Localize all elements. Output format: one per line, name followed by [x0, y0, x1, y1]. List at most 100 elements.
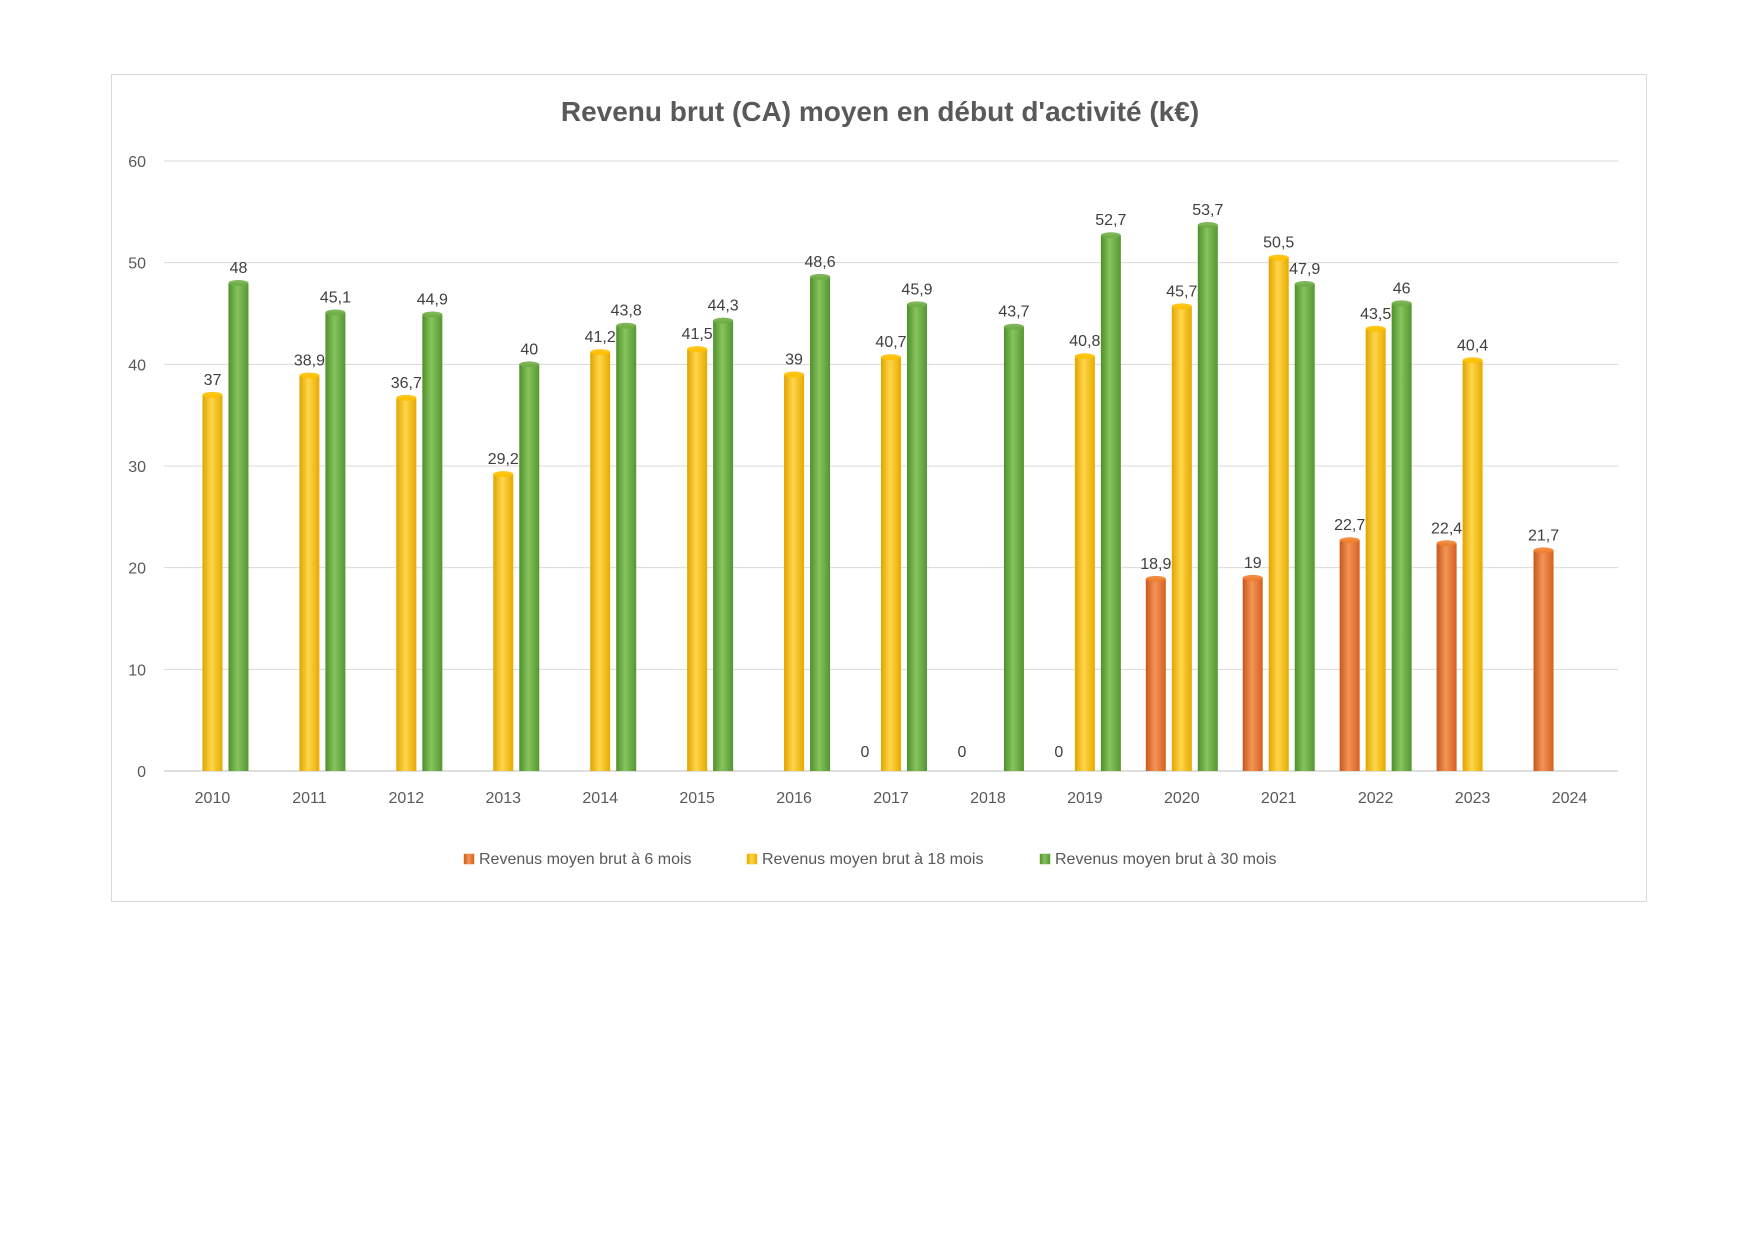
x-tick-label: 2017: [873, 790, 909, 807]
x-tick-label: 2020: [1164, 790, 1200, 807]
chart-container: Revenu brut (CA) moyen en début d'activi…: [111, 74, 1647, 902]
bar: [299, 375, 320, 771]
bar: [1197, 225, 1218, 772]
legend-swatch: [746, 853, 758, 865]
data-labels: 37 48 38,9 45,1 36,7 44,9 29,2 40 41,2 43,8 41,5 44…: [204, 202, 1560, 761]
chart-title: Revenu brut (CA) moyen en début d'activi…: [561, 96, 1199, 127]
bar-cap: [1294, 281, 1315, 288]
y-tick-label: 30: [128, 459, 146, 476]
bar: [325, 312, 346, 771]
bar-cap: [1197, 222, 1218, 229]
bar-cap: [1145, 575, 1166, 582]
bar-cap: [228, 280, 249, 286]
bar-cap: [687, 346, 708, 353]
bar-cap: [1365, 325, 1386, 332]
data-label: 45,7: [1166, 283, 1197, 300]
bar: [616, 325, 637, 771]
data-label: 45,9: [901, 281, 932, 298]
data-label: 44,9: [417, 292, 448, 309]
data-label: 47,9: [1289, 261, 1320, 278]
data-label: 40,8: [1069, 333, 1100, 350]
bar: [493, 474, 514, 771]
bar: [396, 397, 417, 771]
legend-label: Revenus moyen brut à 30 mois: [1055, 851, 1276, 868]
bar: [1339, 540, 1360, 771]
data-label: 48: [230, 260, 248, 277]
data-label: 41,2: [585, 329, 616, 346]
x-tick-label: 2022: [1358, 790, 1394, 807]
data-label: 18,9: [1140, 556, 1171, 573]
bar-cap: [202, 391, 223, 398]
data-label: 40,4: [1457, 337, 1488, 354]
bar-cap: [519, 361, 540, 368]
data-label: 43,5: [1360, 306, 1391, 323]
bar-cap: [1171, 303, 1192, 310]
bar-cap: [493, 471, 514, 478]
bar-cap: [1391, 300, 1412, 307]
data-label: 40: [520, 341, 538, 358]
bar-cap: [907, 301, 927, 308]
x-tick-label: 2021: [1261, 790, 1297, 807]
bar-cap: [299, 372, 320, 379]
bar: [1294, 284, 1315, 771]
bar: [1145, 578, 1166, 771]
bar-cap: [1003, 323, 1024, 330]
data-label: 50,5: [1263, 235, 1294, 252]
bar-cap: [1533, 547, 1554, 554]
bar-cap: [1268, 254, 1289, 261]
x-tick-label: 2015: [679, 790, 715, 807]
legend-swatch: [1039, 853, 1051, 865]
bar-cap: [1242, 574, 1263, 581]
legend: Revenus moyen brut à 6 mois Revenus moyen…: [463, 851, 1276, 868]
bar-cap: [881, 354, 901, 361]
data-label: 36,7: [391, 375, 422, 392]
data-label: 22,7: [1334, 517, 1365, 534]
bar: [590, 352, 611, 771]
bar: [1074, 356, 1095, 771]
data-label: 46: [1393, 280, 1411, 297]
bar: [1462, 360, 1483, 771]
data-label: 22,4: [1431, 520, 1462, 537]
bar: [687, 349, 708, 771]
y-tick-label: 50: [128, 256, 146, 273]
data-label: 39: [785, 352, 803, 369]
bar-cap: [396, 394, 417, 401]
data-label: 21,7: [1528, 527, 1559, 544]
data-label: 43,7: [998, 304, 1029, 321]
x-tick-label: 2010: [195, 790, 231, 807]
bar: [713, 320, 734, 771]
bar-cap: [1100, 232, 1121, 239]
legend-label: Revenus moyen brut à 6 mois: [479, 851, 692, 868]
bar: [784, 374, 805, 771]
bar-cap: [422, 311, 443, 318]
x-tick-label: 2023: [1455, 790, 1491, 807]
bar: [881, 357, 901, 771]
bar: [1436, 543, 1457, 771]
data-label: 38,9: [294, 353, 325, 370]
x-tick-label: 2013: [485, 790, 521, 807]
x-tick-label: 2016: [776, 790, 812, 807]
bar: [810, 276, 831, 771]
bar: [1242, 577, 1263, 771]
data-label: 48,6: [804, 254, 835, 271]
x-tick-label: 2012: [389, 790, 425, 807]
bar: [1365, 328, 1386, 771]
bar-cap: [810, 273, 831, 280]
bar-cap: [1436, 540, 1457, 547]
bar-cap: [713, 317, 734, 324]
data-label: 53,7: [1192, 202, 1223, 219]
legend-label: Revenus moyen brut à 18 mois: [762, 851, 983, 868]
data-label: 0: [1054, 744, 1063, 761]
data-label: 37: [204, 372, 222, 389]
x-tick-label: 2019: [1067, 790, 1103, 807]
data-label: 0: [861, 744, 870, 761]
bar: [1533, 550, 1554, 771]
bar: [228, 283, 249, 771]
data-label: 44,3: [708, 298, 739, 315]
x-tick-label: 2018: [970, 790, 1006, 807]
y-tick-label: 20: [128, 561, 146, 578]
y-tick-label: 60: [128, 154, 146, 171]
bar-cap: [616, 322, 637, 329]
bar: [519, 364, 540, 771]
data-label: 0: [957, 744, 966, 761]
